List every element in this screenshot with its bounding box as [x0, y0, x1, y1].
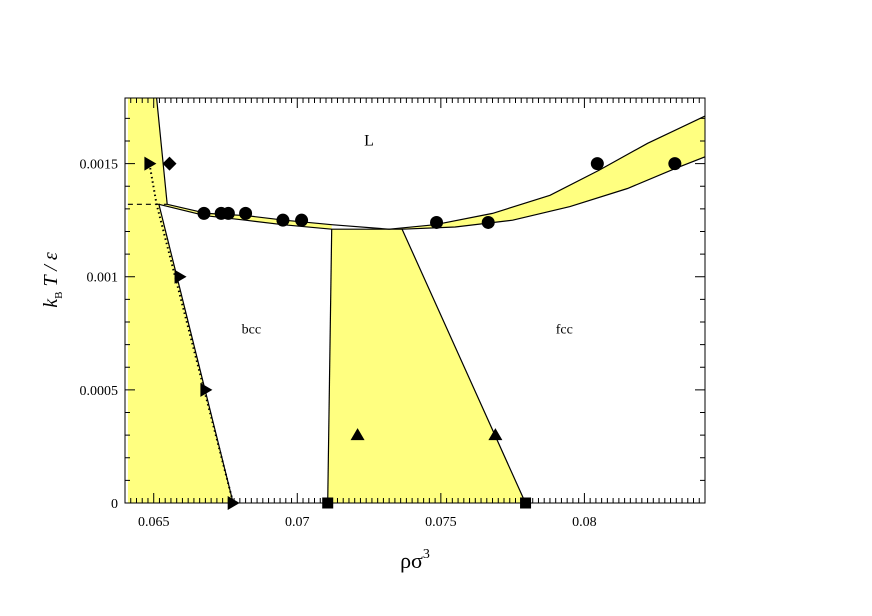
region-label-L: L: [364, 133, 374, 150]
y-tick-label: 0.0005: [80, 384, 119, 399]
y-axis-title: kB T / ε: [40, 252, 65, 308]
x-axis-title-main: ρσ: [400, 548, 423, 573]
region-fcc-liquid-band: [389, 116, 705, 230]
marker-circle: [481, 215, 495, 229]
region-left-coexistence-strip: [127, 204, 234, 503]
marker-triangle-up: [488, 428, 503, 441]
plot-frame: [124, 97, 706, 504]
x-tick-label: 0.07: [285, 515, 310, 530]
marker-circle: [221, 206, 235, 220]
region-liquid-gas-coexistence: [127, 98, 168, 205]
region-label-fcc: fcc: [556, 322, 573, 337]
marker-circle: [668, 157, 682, 171]
marker-triangle-right: [174, 269, 187, 284]
boundary-bcc-melting-lower: [158, 156, 705, 230]
region-bcc-fcc-coexistence: [327, 229, 526, 503]
marker-triangle-right: [200, 382, 213, 397]
boundary-bcc-fcc-right: [401, 228, 527, 503]
marker-triangle-up: [350, 428, 365, 441]
y-tick-label: 0.0015: [80, 158, 119, 173]
marker-diamond: [162, 156, 177, 171]
boundary-gas-boundary: [156, 98, 168, 205]
y-tick-label: 0: [111, 497, 118, 512]
marker-triangle-right: [144, 156, 157, 171]
y-axis-title-subscript: B: [53, 291, 65, 298]
marker-circle: [276, 213, 290, 227]
marker-circle: [590, 157, 604, 171]
y-axis-title-rest: T / ε: [40, 252, 62, 291]
marker-circle: [295, 213, 309, 227]
marker-triangle-right: [227, 496, 240, 510]
coexistence-regions: [127, 98, 705, 503]
x-axis-title: ρσ3: [400, 547, 430, 573]
axis-ticks: 0.065 0.07 0.075 0.08 0 0.0005 0.001 0.0015: [80, 98, 706, 530]
x-tick-label: 0.075: [425, 515, 457, 530]
marker-circle: [239, 206, 253, 220]
marker-square: [322, 497, 334, 509]
boundary-bcc-fcc-left: [327, 229, 333, 503]
y-tick-label: 0.001: [87, 271, 119, 286]
y-axis-title-k: k: [40, 298, 62, 308]
x-axis-title-superscript: 3: [423, 547, 430, 562]
x-tick-label: 0.08: [572, 515, 597, 530]
marker-circle: [430, 215, 444, 229]
data-markers: [144, 156, 682, 510]
marker-square: [520, 497, 532, 509]
x-tick-label: 0.065: [138, 515, 170, 530]
marker-circle: [197, 206, 211, 220]
region-label-bcc: bcc: [242, 322, 261, 337]
